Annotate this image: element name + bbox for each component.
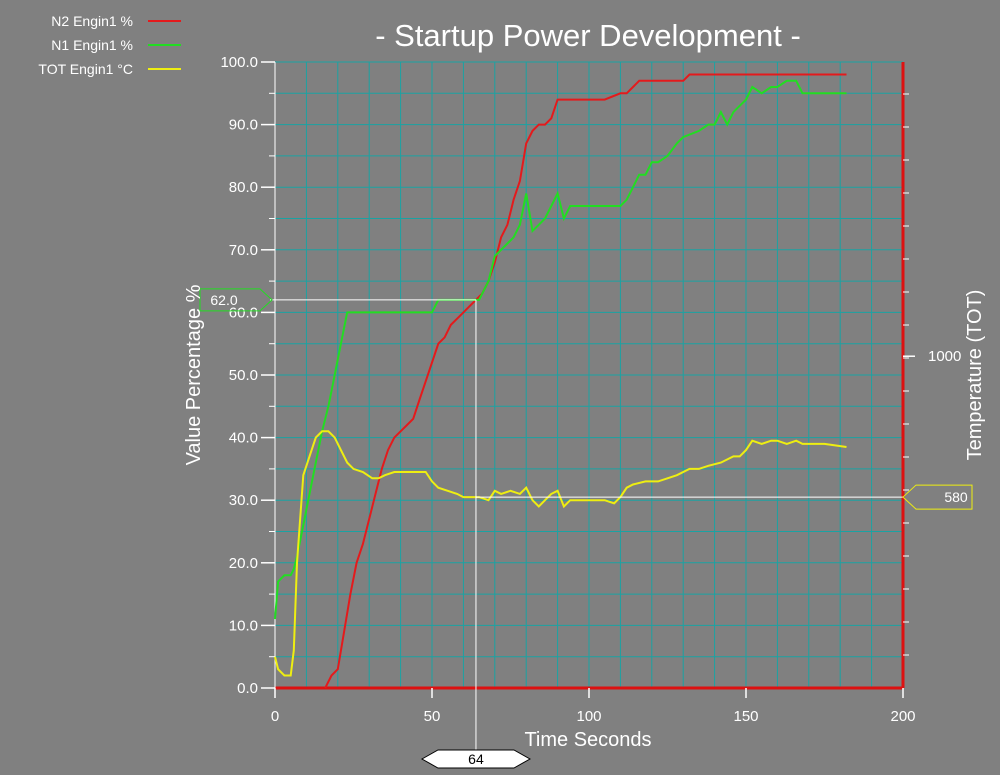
y-tick-label: 20.0	[229, 555, 258, 572]
x-tick-label: 100	[576, 708, 601, 725]
x-tick-label: 0	[271, 708, 279, 725]
y-axis-label: Value Percentage %	[183, 284, 205, 465]
y-tick-label: 30.0	[229, 492, 258, 509]
y-tick-label: 100.0	[220, 54, 258, 71]
series-line	[324, 73, 847, 689]
y-tick-label: 60.0	[229, 304, 258, 321]
chart-title: - Startup Power Development -	[375, 18, 801, 53]
left-value-label: 62.0	[210, 292, 237, 308]
x-tick-label: 150	[733, 708, 758, 725]
legend-label: TOT Engin1 °C	[38, 61, 133, 77]
x-value-label: 64	[468, 751, 484, 767]
y-tick-label: 90.0	[229, 117, 258, 134]
y2-axis-label: Temperature (TOT)	[964, 290, 986, 461]
series-line	[274, 430, 847, 677]
x-value-box[interactable]	[420, 749, 531, 769]
grid	[275, 61, 903, 688]
tick-labels: 0.0 10.0 20.0 30.0 40.0 50.0 60.0 70.0 80.0 90.0 1…	[220, 54, 961, 725]
x-tick-label: 50	[424, 708, 441, 725]
y-tick-label: 10.0	[229, 617, 258, 634]
series-lines	[274, 73, 847, 689]
cursors[interactable]: 62.0 580 64	[199, 288, 973, 769]
y-tick-label: 50.0	[229, 367, 258, 384]
y2-tick-label: 1000	[928, 348, 961, 365]
right-value-box[interactable]	[902, 484, 973, 510]
y-tick-label: 80.0	[229, 179, 258, 196]
left-value-box[interactable]	[199, 288, 273, 312]
x-axis-label: Time Seconds	[524, 729, 651, 751]
y-tick-label: 0.0	[237, 680, 258, 697]
y-tick-label: 40.0	[229, 430, 258, 447]
legend: N2 Engin1 % N1 Engin1 % TOT Engin1 °C	[38, 13, 181, 77]
legend-label: N1 Engin1 %	[51, 37, 133, 53]
legend-label: N2 Engin1 %	[51, 13, 133, 29]
x-tick-label: 200	[890, 708, 915, 725]
right-value-label: 580	[944, 489, 968, 505]
series-line	[274, 79, 847, 620]
y-tick-label: 70.0	[229, 242, 258, 259]
